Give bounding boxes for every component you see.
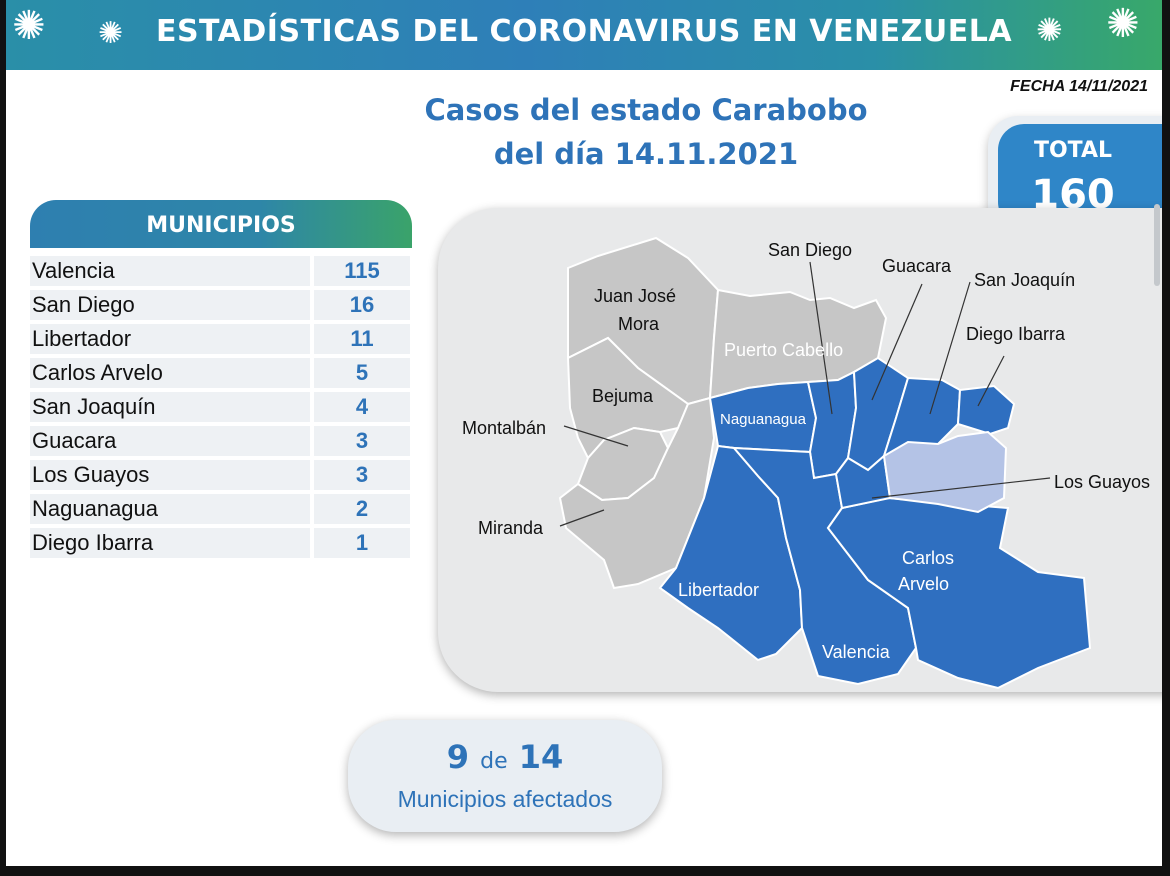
- coronavirus-icon: ✺: [1106, 1, 1140, 47]
- table-row: Libertador 11: [30, 322, 412, 356]
- municipio-name: Naguanagua: [30, 494, 310, 524]
- municipio-name: Los Guayos: [30, 460, 310, 490]
- municipio-cases: 5: [314, 358, 410, 388]
- headline-line-2: del día 14.11.2021: [493, 137, 799, 171]
- scrollbar[interactable]: [1154, 204, 1160, 286]
- municipios-table: Valencia 115 San Diego 16 Libertador 11 Car…: [30, 254, 412, 560]
- table-row: San Diego 16: [30, 288, 412, 322]
- label-carlos-arvelo-2: Arvelo: [898, 574, 949, 594]
- headline-line-1: Casos del estado Carabobo: [424, 93, 868, 127]
- affected-municipalities-card: 9 de 14 Municipios afectados: [348, 720, 662, 832]
- municipios-header: MUNICIPIOS: [30, 200, 412, 248]
- coronavirus-icon: ✺: [12, 3, 46, 49]
- total-label: TOTAL: [1033, 138, 1113, 163]
- municipio-cases: 16: [314, 290, 410, 320]
- municipio-cases: 3: [314, 460, 410, 490]
- coronavirus-icon: ✺: [1036, 11, 1063, 49]
- carabobo-map: Juan José Mora Puerto Cabello Bejuma Mon…: [462, 236, 1150, 690]
- headline: Casos del estado Carabobo del día 14.11.…: [336, 88, 956, 176]
- municipio-cases: 11: [314, 324, 410, 354]
- banner-title: ESTADÍSTICAS DEL CORONAVIRUS EN VENEZUEL…: [155, 14, 1013, 49]
- table-row: Valencia 115: [30, 254, 412, 288]
- label-diego-ibarra: Diego Ibarra: [966, 324, 1066, 344]
- label-san-joaquin: San Joaquín: [974, 270, 1075, 290]
- region-miranda: [558, 396, 716, 590]
- municipio-name: Libertador: [30, 324, 310, 354]
- municipio-name: San Joaquín: [30, 392, 310, 422]
- label-naguanagua: Naguanagua: [720, 411, 807, 428]
- title-banner: ✺ ✺ ESTADÍSTICAS DEL CORONAVIRUS EN VENE…: [6, 0, 1162, 70]
- municipio-cases: 4: [314, 392, 410, 422]
- coronavirus-icon: ✺: [98, 16, 124, 51]
- label-montalban: Montalbán: [462, 418, 546, 438]
- date-label: FECHA 14/11/2021: [1010, 78, 1148, 95]
- label-miranda: Miranda: [478, 518, 544, 538]
- map-panel: Juan José Mora Puerto Cabello Bejuma Mon…: [438, 208, 1162, 692]
- municipio-name: Guacara: [30, 426, 310, 456]
- affected-of: de: [480, 749, 508, 774]
- label-puerto-cabello: Puerto Cabello: [724, 340, 843, 360]
- label-san-diego: San Diego: [768, 240, 852, 260]
- municipio-cases: 3: [314, 426, 410, 456]
- label-carlos-arvelo-1: Carlos: [902, 548, 954, 568]
- label-libertador: Libertador: [678, 580, 759, 600]
- municipio-cases: 2: [314, 494, 410, 524]
- municipio-name: San Diego: [30, 290, 310, 320]
- municipios-header-label: MUNICIPIOS: [146, 213, 296, 238]
- table-row: Los Guayos 3: [30, 458, 412, 492]
- municipio-name: Valencia: [30, 256, 310, 286]
- municipio-cases: 1: [314, 528, 410, 558]
- table-row: Guacara 3: [30, 424, 412, 458]
- table-row: San Joaquín 4: [30, 390, 412, 424]
- label-juan-jose-mora-1: Juan José: [594, 286, 676, 306]
- table-row: Naguanagua 2: [30, 492, 412, 526]
- affected-caption: Municipios afectados: [397, 786, 613, 812]
- label-bejuma: Bejuma: [592, 386, 654, 406]
- label-guacara: Guacara: [882, 256, 952, 276]
- region-valencia: [731, 446, 918, 686]
- municipio-name: Carlos Arvelo: [30, 358, 310, 388]
- table-row: Diego Ibarra 1: [30, 526, 412, 560]
- region-los-guayos-lake: [882, 430, 1008, 514]
- label-juan-jose-mora-2: Mora: [618, 314, 660, 334]
- label-los-guayos: Los Guayos: [1054, 472, 1150, 492]
- region-diego-ibarra: [956, 384, 1016, 436]
- label-valencia: Valencia: [822, 642, 891, 662]
- affected-value: 9: [446, 738, 469, 776]
- municipio-name: Diego Ibarra: [30, 528, 310, 558]
- table-row: Carlos Arvelo 5: [30, 356, 412, 390]
- municipio-cases: 115: [314, 256, 410, 286]
- affected-count: 9 de 14: [348, 738, 662, 776]
- affected-total: 14: [518, 738, 564, 776]
- slide: ✺ ✺ ESTADÍSTICAS DEL CORONAVIRUS EN VENE…: [6, 0, 1162, 866]
